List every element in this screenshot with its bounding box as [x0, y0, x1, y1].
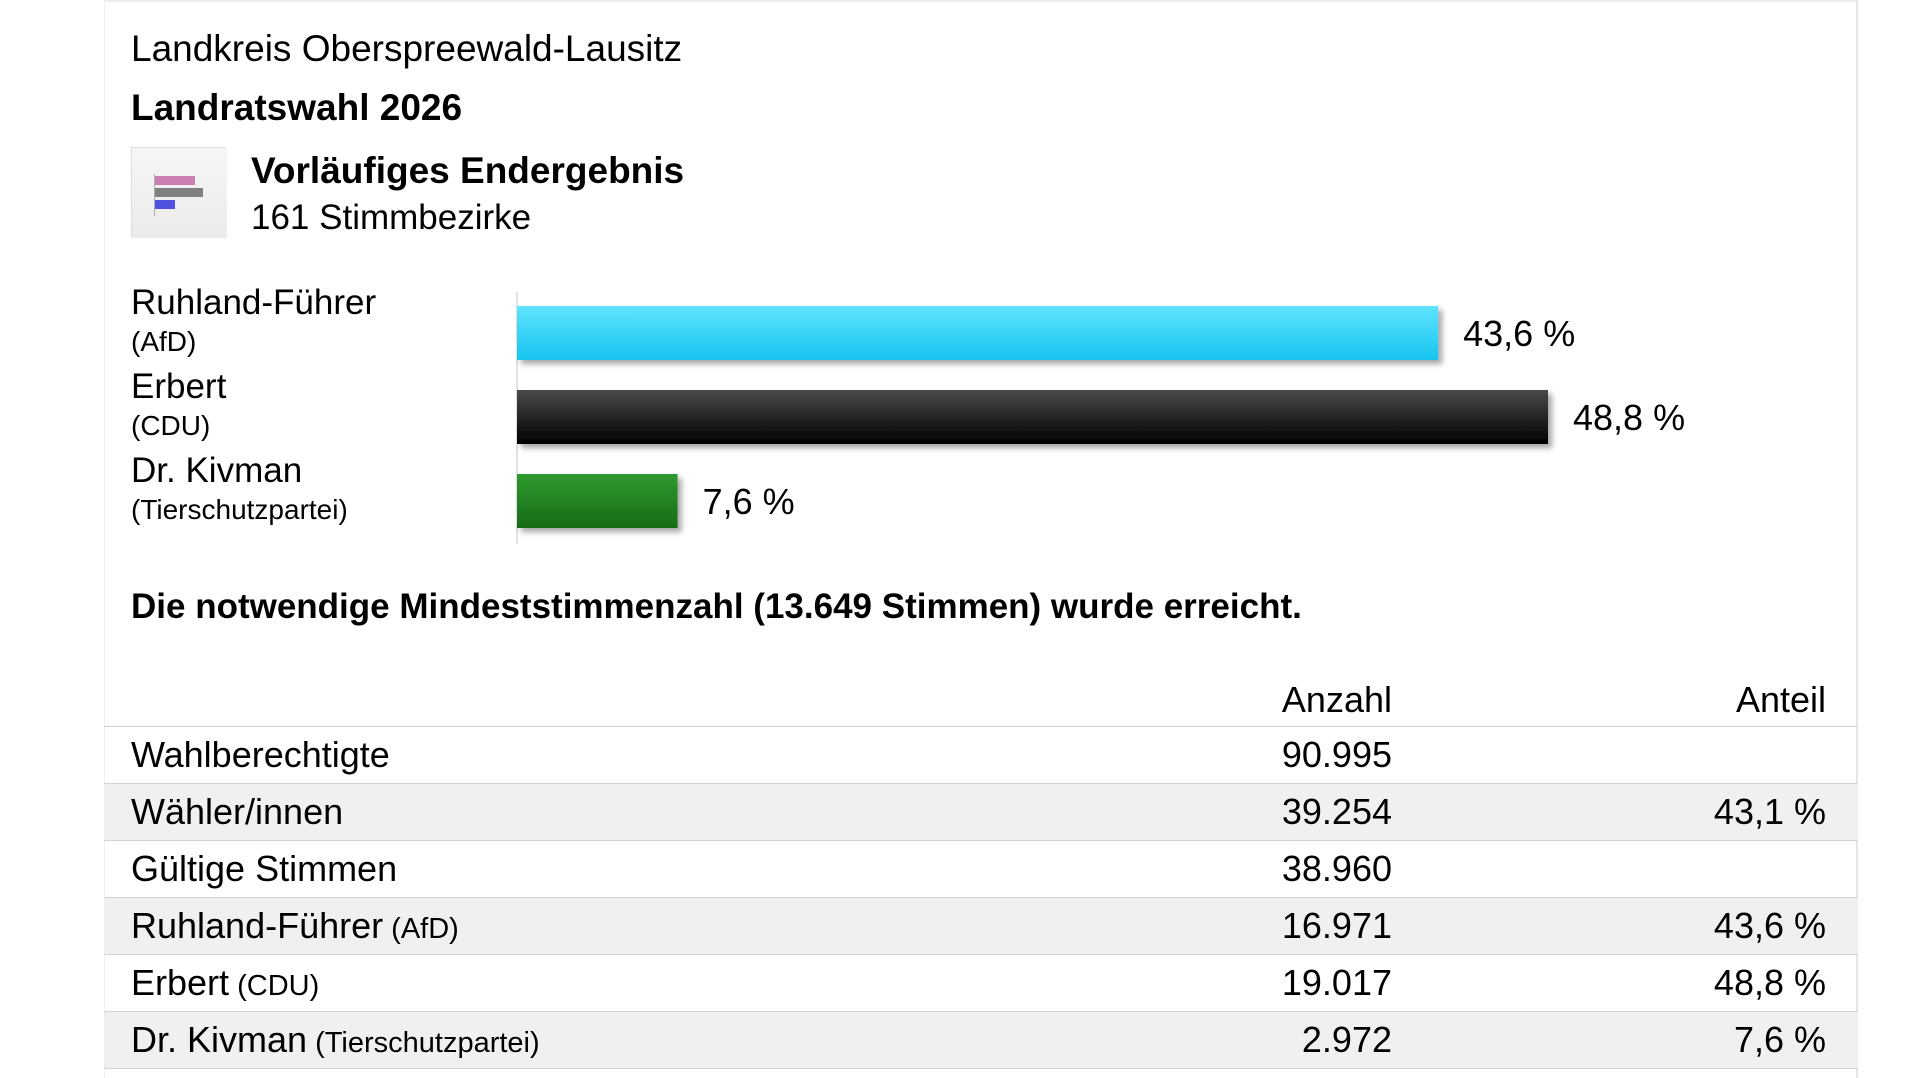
table-body: Wahlberechtigte 90.995 Wähler/innen 39.254 4… — [104, 727, 1858, 1069]
icon-bar-grey — [155, 188, 203, 197]
row-count: 39.254 — [1281, 791, 1392, 832]
header-share: Anteil — [1735, 679, 1826, 720]
frame-right-border — [1856, 0, 1858, 1078]
table-row: Erbert (CDU) 19.017 48,8 % — [104, 955, 1858, 1012]
table-header-row: Anzahl Anteil — [104, 676, 1858, 727]
bar-chart-icon — [131, 147, 227, 238]
header-count: Anzahl — [1281, 679, 1392, 720]
chart-category-party: (CDU) — [131, 410, 210, 441]
vote-share-chart: 43,6 % Ruhland-Führer (AfD) 48,8 % Erbert (CD… — [131, 283, 1685, 544]
row-share: 7,6 % — [1733, 1019, 1826, 1060]
row-label: Dr. Kivman (Tierschutzpartei) — [131, 1012, 540, 1071]
row-label-text: Gültige Stimmen — [131, 848, 398, 889]
region-name: Landkreis Oberspreewald-Lausitz — [131, 28, 683, 69]
row-share: 43,1 % — [1713, 791, 1826, 832]
chart-bar — [517, 474, 678, 528]
chart-category-party: (Tierschutzpartei) — [131, 494, 348, 525]
row-label: Wähler/innen — [131, 784, 343, 840]
row-count: 16.971 — [1281, 905, 1392, 946]
chart-category-name: Dr. Kivman — [131, 451, 302, 490]
row-label-text: Ruhland-Führer — [131, 905, 384, 946]
row-label-party: (AfD) — [383, 913, 459, 945]
table-row: Dr. Kivman (Tierschutzpartei) 2.972 7,6 % — [104, 1012, 1858, 1069]
row-count: 90.995 — [1281, 734, 1392, 775]
status-subtitle: 161 Stimmbezirke — [251, 198, 532, 237]
row-count: 19.017 — [1281, 962, 1392, 1003]
bar-chart-icon-graphic — [132, 148, 227, 238]
row-label-text: Erbert — [131, 962, 230, 1003]
table-row: Ruhland-Führer (AfD) 16.971 43,6 % — [104, 898, 1858, 955]
quorum-notice: Die notwendige Mindeststimmenzahl (13.64… — [131, 587, 1302, 626]
row-share: 48,8 % — [1713, 962, 1826, 1003]
table-row: Gültige Stimmen 38.960 — [104, 841, 1858, 898]
row-label-party: (Tierschutzpartei) — [307, 1027, 540, 1059]
chart-data-label: 48,8 % — [1573, 397, 1685, 438]
row-label-text: Dr. Kivman — [131, 1019, 308, 1060]
row-label: Gültige Stimmen — [131, 841, 397, 897]
row-share: 43,6 % — [1713, 905, 1826, 946]
chart-bar — [517, 306, 1439, 360]
chart-data-label: 7,6 % — [703, 481, 795, 522]
icon-bar-pink — [155, 176, 195, 185]
icon-bar-blue — [155, 200, 175, 209]
table-row: Wahlberechtigte 90.995 — [104, 727, 1858, 784]
frame-top-border — [104, 0, 1858, 2]
frame-left-border — [104, 0, 105, 1078]
chart-category-name: Erbert — [131, 367, 227, 406]
row-count: 38.960 — [1281, 848, 1392, 889]
row-count: 2.972 — [1301, 1019, 1392, 1060]
chart-bar — [517, 390, 1548, 444]
status-title: Vorläufiges Endergebnis — [251, 150, 685, 191]
row-label: Erbert (CDU) — [131, 955, 319, 1014]
results-table: Anzahl Anteil Wahlberechtigte 90.995 Wähle… — [104, 676, 1858, 1069]
chart-category-name: Ruhland-Führer — [131, 283, 376, 322]
election-title: Landratswahl 2026 — [131, 87, 463, 128]
row-label: Wahlberechtigte — [131, 727, 390, 783]
row-label: Ruhland-Führer (AfD) — [131, 898, 459, 957]
chart-category-party: (AfD) — [131, 326, 196, 357]
row-label-text: Wahlberechtigte — [131, 734, 390, 775]
table-row: Wähler/innen 39.254 43,1 % — [104, 784, 1858, 841]
chart-data-label: 43,6 % — [1463, 313, 1575, 354]
row-label-text: Wähler/innen — [131, 791, 344, 832]
row-label-party: (CDU) — [229, 970, 320, 1002]
